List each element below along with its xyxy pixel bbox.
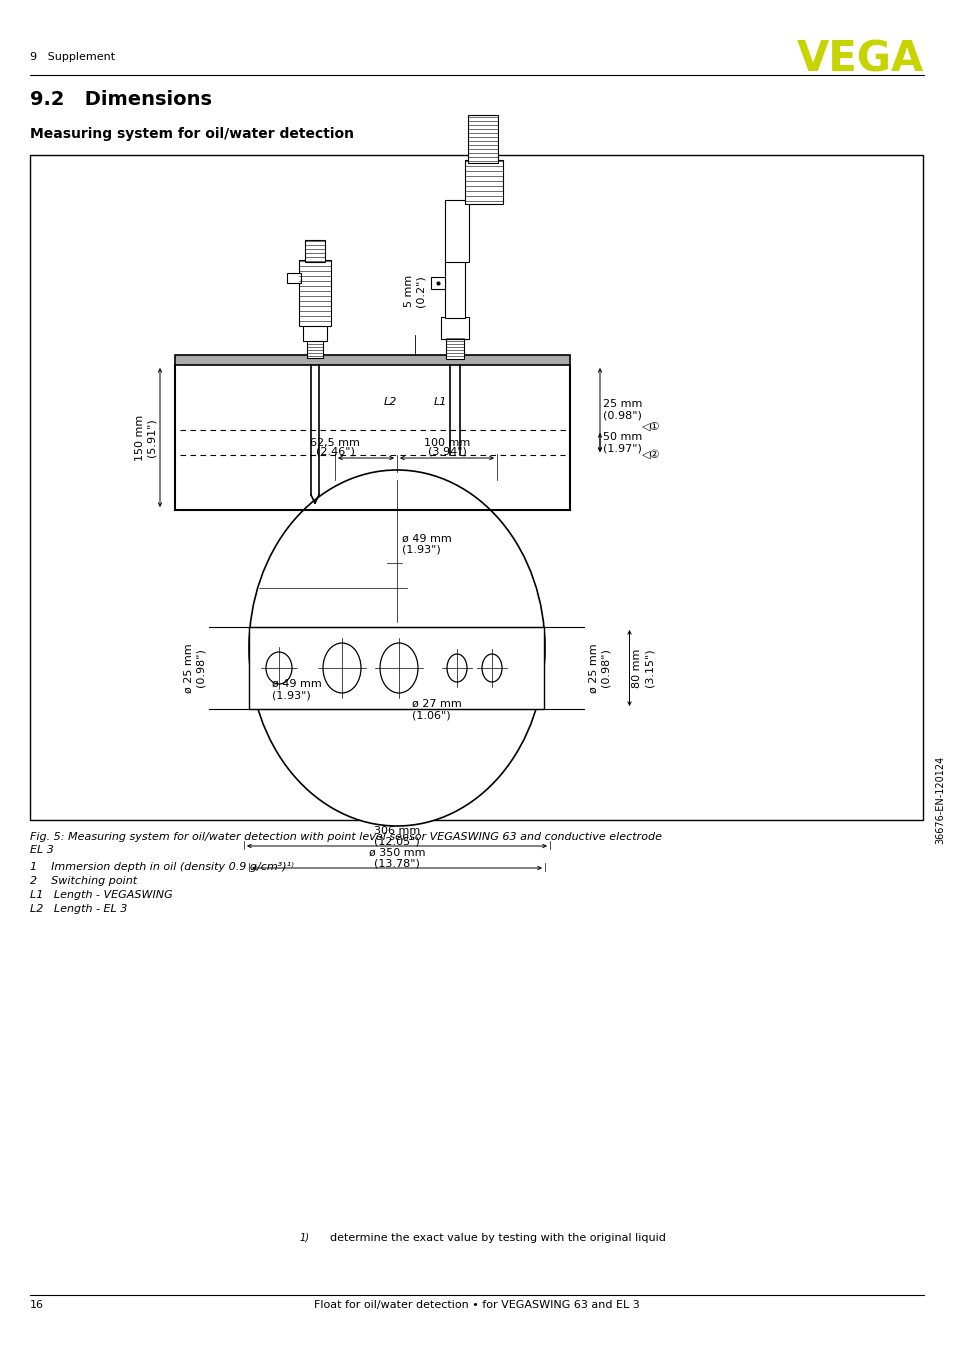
Bar — [303, 325, 327, 341]
Text: ø 49 mm
(1.93"): ø 49 mm (1.93") — [272, 678, 321, 700]
Text: ◁①: ◁① — [641, 422, 659, 432]
Bar — [305, 240, 325, 263]
Ellipse shape — [266, 653, 292, 684]
Text: L1   Length - VEGASWING: L1 Length - VEGASWING — [30, 890, 172, 900]
Text: Measuring system for oil/water detection: Measuring system for oil/water detection — [30, 127, 354, 141]
Text: (12.05"): (12.05") — [374, 835, 419, 846]
Text: 9   Supplement: 9 Supplement — [30, 51, 115, 62]
Text: 2    Switching point: 2 Switching point — [30, 876, 137, 886]
Text: (13.78"): (13.78") — [374, 858, 419, 868]
Bar — [250, 627, 544, 709]
Text: VEGA: VEGA — [796, 38, 923, 80]
Text: ø 49 mm
(1.93"): ø 49 mm (1.93") — [401, 533, 452, 555]
Text: L1: L1 — [433, 397, 446, 408]
Text: 16: 16 — [30, 1300, 44, 1311]
Bar — [468, 115, 497, 162]
Text: ø 27 mm
(1.06"): ø 27 mm (1.06") — [412, 699, 461, 720]
Bar — [464, 160, 502, 204]
Bar — [30, 154, 923, 821]
Text: 5 mm
(0.2"): 5 mm (0.2") — [404, 275, 425, 307]
Text: EL 3: EL 3 — [30, 845, 53, 854]
Text: 9.2   Dimensions: 9.2 Dimensions — [30, 89, 212, 110]
Text: L2: L2 — [383, 397, 396, 408]
Text: 1    Immersion depth in oil (density 0.9 g/cm³)¹⁾: 1 Immersion depth in oil (density 0.9 g/… — [30, 862, 294, 872]
Bar — [307, 340, 323, 357]
Ellipse shape — [323, 643, 360, 693]
Text: 150 mm
(5.91"): 150 mm (5.91") — [135, 414, 157, 460]
Text: 306 mm: 306 mm — [374, 826, 419, 835]
Text: 80 mm
(3.15"): 80 mm (3.15") — [632, 649, 654, 688]
Bar — [298, 260, 331, 326]
Bar — [440, 317, 469, 338]
Text: ◁②: ◁② — [641, 450, 659, 460]
Ellipse shape — [481, 654, 501, 682]
Text: (3.94"): (3.94") — [427, 447, 466, 458]
Text: L2   Length - EL 3: L2 Length - EL 3 — [30, 904, 128, 914]
Bar — [287, 274, 301, 283]
Text: Fig. 5: Measuring system for oil/water detection with point level sensor VEGASWI: Fig. 5: Measuring system for oil/water d… — [30, 831, 661, 842]
Bar — [174, 355, 569, 366]
Bar — [431, 278, 444, 288]
Text: ø 350 mm: ø 350 mm — [369, 848, 425, 858]
Text: determine the exact value by testing with the original liquid: determine the exact value by testing wit… — [330, 1233, 665, 1243]
Bar — [444, 200, 469, 263]
Text: 100 mm: 100 mm — [423, 437, 470, 448]
Text: 62,5 mm: 62,5 mm — [310, 437, 359, 448]
Text: (2.46"): (2.46") — [315, 447, 355, 458]
Text: 50 mm
(1.97"): 50 mm (1.97") — [602, 432, 641, 454]
Text: ø 25 mm
(0.98"): ø 25 mm (0.98") — [588, 643, 610, 693]
Bar — [446, 337, 463, 359]
Bar — [444, 260, 464, 318]
Text: 25 mm
(0.98"): 25 mm (0.98") — [602, 399, 641, 421]
Text: Float for oil/water detection • for VEGASWING 63 and EL 3: Float for oil/water detection • for VEGA… — [314, 1300, 639, 1311]
Text: ø 25 mm
(0.98"): ø 25 mm (0.98") — [184, 643, 205, 693]
Text: 36676-EN-120124: 36676-EN-120124 — [934, 756, 944, 844]
Ellipse shape — [249, 470, 544, 826]
Text: 1): 1) — [299, 1233, 310, 1243]
Ellipse shape — [379, 643, 417, 693]
Ellipse shape — [447, 654, 467, 682]
